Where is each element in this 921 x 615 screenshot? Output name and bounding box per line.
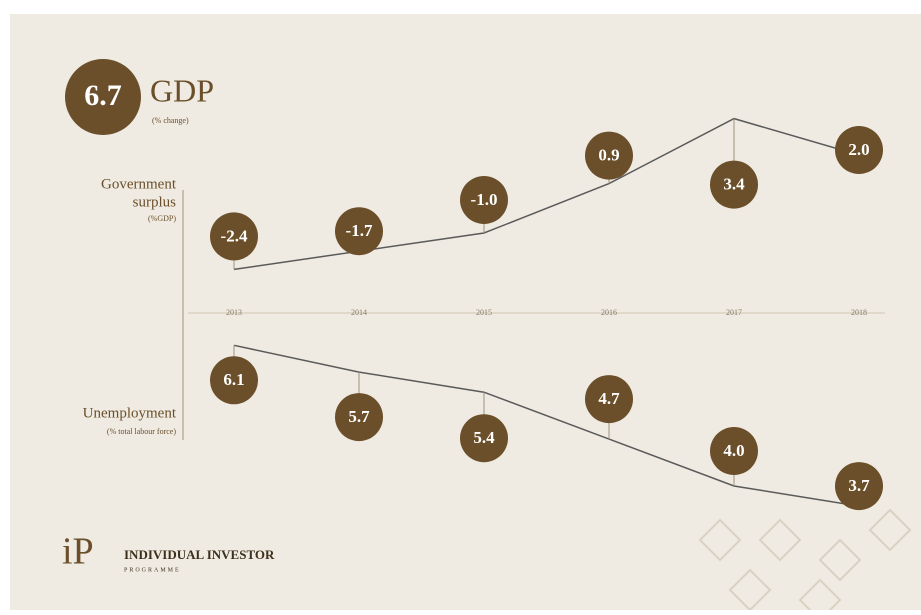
headline-value: 6.7 (84, 79, 122, 112)
line (233, 117, 860, 271)
series-unit: (% total labour force) (107, 427, 176, 436)
data-label: 3.7 (848, 476, 870, 495)
x-tick-label: 2015 (476, 308, 492, 317)
data-label: 0.9 (598, 146, 619, 165)
chart-subtitle: (% change) (152, 116, 189, 125)
x-tick-label: 2013 (226, 308, 242, 317)
bubble (585, 375, 633, 424)
headline-circle (65, 59, 141, 135)
x-tick-label: 2016 (601, 308, 617, 317)
data-label: 5.4 (473, 428, 495, 447)
logo-mark: iP (62, 531, 94, 573)
line (233, 344, 860, 507)
bubble (210, 212, 258, 261)
data-label: 5.7 (348, 407, 370, 426)
series-name: Government (101, 176, 177, 192)
data-label: 4.7 (598, 389, 620, 408)
bubble (460, 176, 508, 224)
series-unit: (%GDP) (148, 214, 176, 223)
bubble (710, 160, 758, 209)
decoration (698, 508, 912, 615)
bubble (835, 126, 883, 174)
data-label: 3.4 (723, 175, 745, 194)
bubble (460, 414, 508, 463)
series-name: Unemployment (83, 405, 177, 421)
data-label: 2.0 (848, 140, 869, 159)
data-label: -1.7 (346, 221, 373, 240)
bubble (335, 393, 383, 442)
data-label: -1.0 (471, 190, 498, 209)
bubble (710, 427, 758, 475)
bubble (835, 462, 883, 511)
bubble (335, 207, 383, 256)
chart-title: GDP (150, 72, 214, 108)
x-tick-label: 2017 (726, 308, 742, 317)
x-tick-label: 2018 (851, 308, 867, 317)
bubble (585, 131, 633, 180)
background (10, 14, 921, 610)
bubble (210, 356, 258, 405)
logo-name: INDIVIDUAL INVESTOR (124, 547, 275, 562)
data-label: 4.0 (723, 441, 744, 460)
series-name: surplus (133, 194, 177, 210)
data-label: 6.1 (223, 370, 244, 389)
data-label: -2.4 (221, 226, 248, 245)
logo-tagline: PROGRAMME (124, 567, 181, 573)
x-tick-label: 2014 (351, 308, 367, 317)
